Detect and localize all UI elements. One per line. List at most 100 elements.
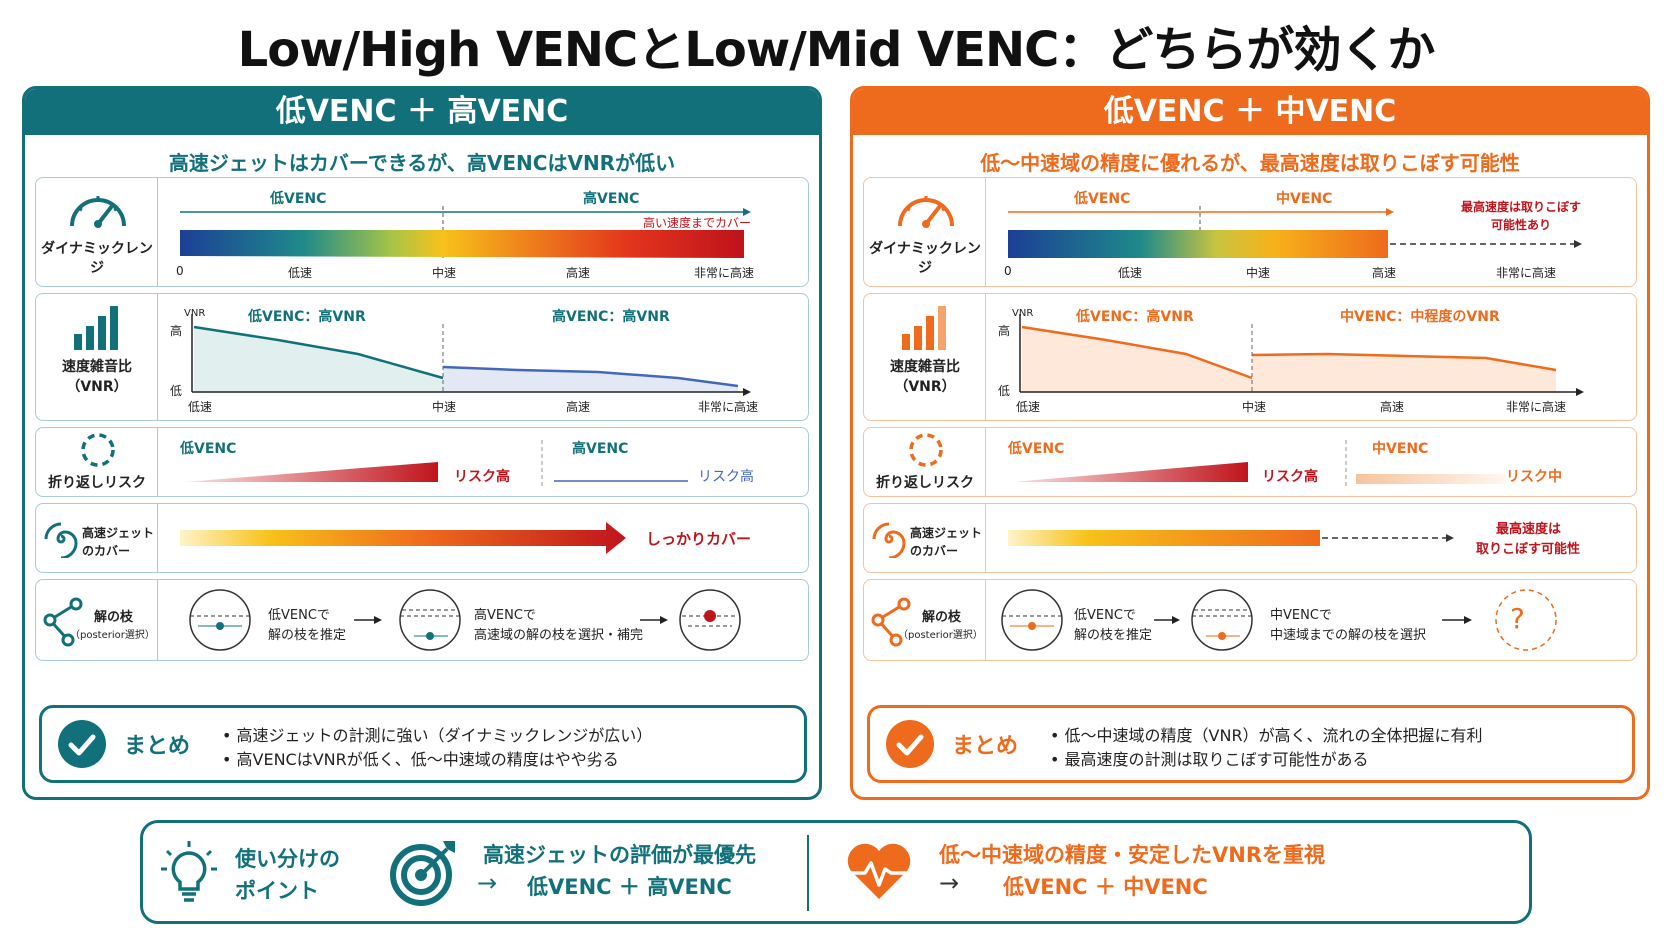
right-dynamic-range-content: 低VENC 中VENC 最高速 <box>986 178 1636 286</box>
target-icon <box>390 841 455 906</box>
vnr-seg-mid: 中VENC：中程度のVNR <box>1340 309 1500 325</box>
right-vnr-row: 速度雑音比 （VNR） VNR 高 低 低VENC：高VNR 中VENC：中程度… <box>863 293 1637 421</box>
usage-right-choice: 低VENC ＋ 中VENC <box>1003 875 1208 899</box>
left-branch-row: 解の枝 （posterior選択） <box>35 579 809 661</box>
summary-item: • 高速ジェットの計測に強い（ダイナミックレンジが広い） <box>222 726 653 745</box>
usage-points-box: 使い分けの ポイント 高速ジェットの評価が最優先 → 低VENC ＋ 高VENC… <box>140 820 1532 924</box>
left-vnr-row: 速度雑音比 （VNR） VNR 高 低 低VENC：高VNR 高VENC：高VN… <box>35 293 809 421</box>
vnr-axis-label: VNR <box>1012 308 1034 319</box>
dynamic-range-label: ダイナミックレンジ <box>869 241 981 276</box>
jet-coverage-text-2: 取りこぼす可能性 <box>1476 542 1581 557</box>
heartbeat-icon <box>847 843 911 899</box>
range-tick-mid: 中速 <box>432 266 457 280</box>
left-vnr-label-cell: 速度雑音比 （VNR） <box>36 294 158 420</box>
range-tick-low: 低速 <box>288 266 313 280</box>
left-summary: まとめ • 高速ジェットの計測に強い（ダイナミックレンジが広い） • 高VENC… <box>39 705 807 783</box>
range-tick-mid: 中速 <box>1246 266 1271 280</box>
vnr-seg-low: 低VENC：高VNR <box>248 309 366 325</box>
jet-label-1: 高速ジェット <box>910 526 983 540</box>
range-seg-low-venc: 低VENC <box>1074 191 1131 207</box>
branch-step2-b: 中速域までの解の枝を選択 <box>1270 628 1427 643</box>
right-summary: まとめ • 低〜中速域の精度（VNR）が高く、流れの全体把握に有利 • 最高速度… <box>867 705 1635 783</box>
vnr-axis-high: 高 <box>998 324 1011 338</box>
summary-label: まとめ <box>952 734 1019 759</box>
range-tick-high: 高速 <box>1372 266 1397 280</box>
summary-label: まとめ <box>124 734 191 759</box>
vnr-tick-high: 高速 <box>1380 400 1405 414</box>
jet-coverage-text-1: 最高速度は <box>1496 522 1562 537</box>
usage-right-arrow: → <box>939 869 960 897</box>
branch-label-1: 解の枝 <box>94 610 134 625</box>
alias-risk-low: リスク高 <box>454 469 510 485</box>
check-icon <box>58 720 106 768</box>
usage-left-arrow: → <box>477 869 498 897</box>
range-tick-very-high: 非常に高速 <box>1496 266 1557 280</box>
right-branch-content: ? 低VENCで 解の枝を推定 中VENCで 中速域までの解の枝を選択 <box>986 580 1636 660</box>
alias-label: 折り返しリスク <box>48 475 146 491</box>
jet-coverage-arrow <box>1008 530 1454 546</box>
right-branch-label-cell: 解の枝 （posterior選択） <box>864 580 986 660</box>
jet-coverage-arrow <box>180 522 626 554</box>
vnr-axis-low: 低 <box>998 384 1011 398</box>
range-seg-high-venc: 高VENC <box>583 191 640 207</box>
vnr-label-1: 速度雑音比 <box>890 359 960 375</box>
branch-label-2: （posterior選択） <box>898 630 983 641</box>
branch-label-2: （posterior選択） <box>70 630 155 641</box>
alias-risk-wedges <box>1012 440 1506 486</box>
left-alias-content: 低VENC 高VENC リスク高 リスク高 <box>158 428 808 496</box>
left-alias-label-cell: 折り返しリスク <box>36 428 158 496</box>
vnr-tick-low: 低速 <box>188 400 213 414</box>
alias-seg-mid: 中VENC <box>1372 441 1429 457</box>
bar-chart-icon <box>902 306 946 350</box>
jet-label-1: 高速ジェット <box>82 526 155 540</box>
range-tick-low: 低速 <box>1118 266 1143 280</box>
vnr-axis-label: VNR <box>184 308 206 319</box>
summary-item: • 高VENCはVNRが低く、低〜中速域の精度はやや劣る <box>222 750 619 769</box>
right-panel-subtitle: 低〜中速域の精度に優れるが、最高速度は取りこぼす可能性 <box>980 151 1520 175</box>
vnr-seg-high: 高VENC：高VNR <box>552 309 670 325</box>
right-jet-row: 高速ジェット のカバー 最高速度は 取りこぼす可能性 <box>863 503 1637 573</box>
alias-risk-low: リスク高 <box>1262 469 1318 485</box>
usage-right-title: 低〜中速域の精度・安定したVNRを重視 <box>939 843 1325 867</box>
question-mark-icon: ? <box>1510 602 1525 635</box>
left-panel-subtitle: 高速ジェットはカバーできるが、高VENCはVNRが低い <box>168 151 676 175</box>
left-dynamic-range-content: 低VENC 高VENC <box>158 178 808 286</box>
dynamic-range-bar <box>1008 206 1582 258</box>
right-panel-header: 低VENC ＋ 中VENC <box>853 89 1647 135</box>
vnr-tick-low: 低速 <box>1016 400 1041 414</box>
right-jet-label-cell: 高速ジェット のカバー <box>864 504 986 572</box>
right-vnr-content: VNR 高 低 低VENC：高VNR 中VENC：中程度のVNR 低速 中速 高… <box>986 294 1636 420</box>
left-jet-label-cell: 高速ジェット のカバー <box>36 504 158 572</box>
branch-step1-a: 低VENCで <box>268 608 330 623</box>
left-branch-content: 低VENCで 解の枝を推定 高VENCで 高速域の解の枝を選択・補完 <box>158 580 808 660</box>
vnr-tick-mid: 中速 <box>432 400 457 414</box>
divider <box>807 835 809 911</box>
vnr-axis-low: 低 <box>170 384 183 398</box>
vnr-label-1: 速度雑音比 <box>62 359 132 375</box>
branch-diagram <box>189 589 741 651</box>
summary-item: • 低〜中速域の精度（VNR）が高く、流れの全体把握に有利 <box>1050 726 1483 745</box>
left-alias-row: 折り返しリスク 低VENC 高VENC リスク高 リスク高 <box>35 427 809 497</box>
branch-step2-a: 中VENCで <box>1270 608 1332 623</box>
bar-chart-icon <box>74 306 118 350</box>
alias-seg-high: 高VENC <box>572 441 629 457</box>
branch-icon <box>43 597 83 647</box>
left-jet-content: しっかりカバー <box>158 504 808 572</box>
alias-risk-high: リスク高 <box>698 469 754 485</box>
right-dynamic-range-row: ダイナミックレンジ 低VENC 中VENC <box>863 177 1637 287</box>
branch-icon <box>871 597 911 647</box>
vnr-label-2: （VNR） <box>894 379 956 395</box>
range-tick-very-high: 非常に高速 <box>694 266 755 280</box>
vnr-label-2: （VNR） <box>66 379 128 395</box>
range-seg-low-venc: 低VENC <box>270 191 327 207</box>
left-jet-row: 高速ジェット のカバー しっかりカバー <box>35 503 809 573</box>
branch-diagram <box>1001 589 1557 651</box>
left-dynamic-range-row: ダイナミックレンジ 低VENC 高VENC <box>35 177 809 287</box>
check-icon <box>886 720 934 768</box>
left-panel: 低VENC ＋ 高VENC 高速ジェットはカバーできるが、高VENCはVNRが低… <box>22 86 822 800</box>
jet-label-2: のカバー <box>82 544 131 558</box>
alias-seg-low: 低VENC <box>180 441 237 457</box>
vnr-tick-mid: 中速 <box>1242 400 1267 414</box>
usage-left-title: 高速ジェットの評価が最優先 <box>483 843 756 867</box>
branch-label-1: 解の枝 <box>922 610 962 625</box>
